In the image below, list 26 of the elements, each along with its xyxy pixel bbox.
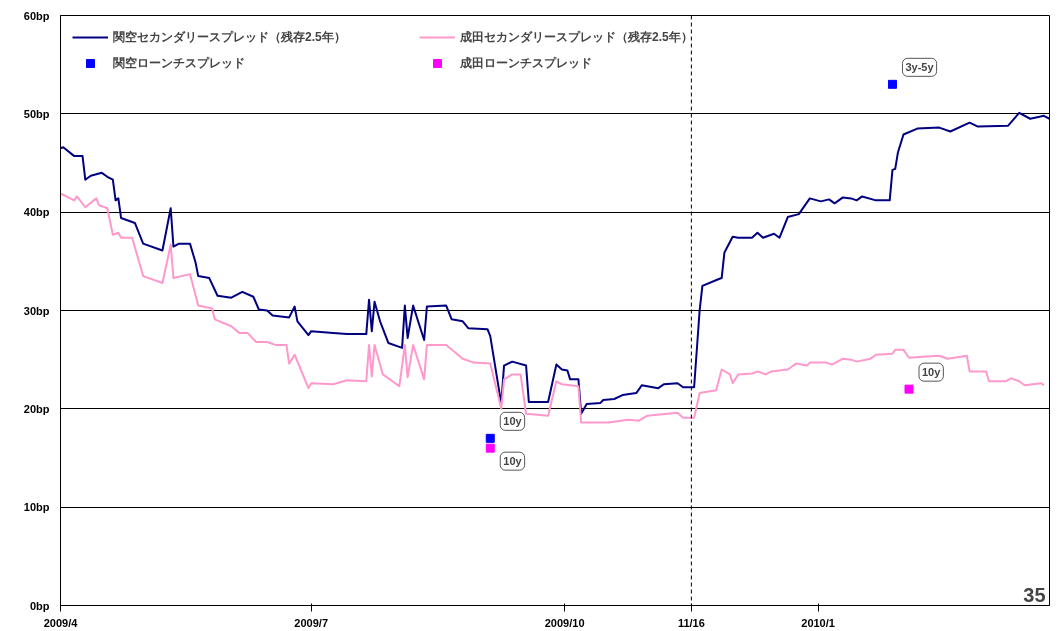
y-tick-label: 10bp — [23, 501, 50, 514]
legend-label: 関空ローンチスプレッド — [113, 54, 246, 72]
point — [887, 79, 897, 89]
annotation: 10y — [503, 415, 523, 428]
legend-label: 成田セカンダリースプレッド（残存2.5年） — [460, 28, 694, 46]
point — [485, 433, 495, 443]
line-series — [60, 111, 1050, 415]
point — [485, 443, 495, 453]
legend-label: 関空セカンダリースプレッド（残存2.5年） — [113, 28, 347, 46]
annotation: 10y — [503, 455, 523, 468]
y-tick-label: 30bp — [23, 304, 50, 317]
annotation: 35 — [1023, 583, 1046, 606]
legend-label: 成田ローンチスプレッド — [460, 54, 593, 72]
y-tick-label: 40bp — [23, 206, 50, 219]
x-tick-label: 2009/10 — [544, 616, 585, 629]
x-tick-label: 2010/1 — [801, 616, 835, 629]
x-tick-label: 2009/4 — [43, 616, 79, 629]
y-tick-label: 0bp — [29, 599, 50, 612]
x-tick-label: 11/16 — [677, 616, 705, 629]
x-tick-label: 2009/7 — [294, 616, 329, 629]
y-tick-label: 20bp — [23, 402, 50, 415]
point — [904, 384, 914, 394]
y-tick-label: 50bp — [23, 107, 50, 120]
annotation: 10y — [922, 366, 942, 379]
annotation: 3y-5y — [905, 61, 935, 74]
y-tick-label: 60bp — [23, 9, 50, 22]
